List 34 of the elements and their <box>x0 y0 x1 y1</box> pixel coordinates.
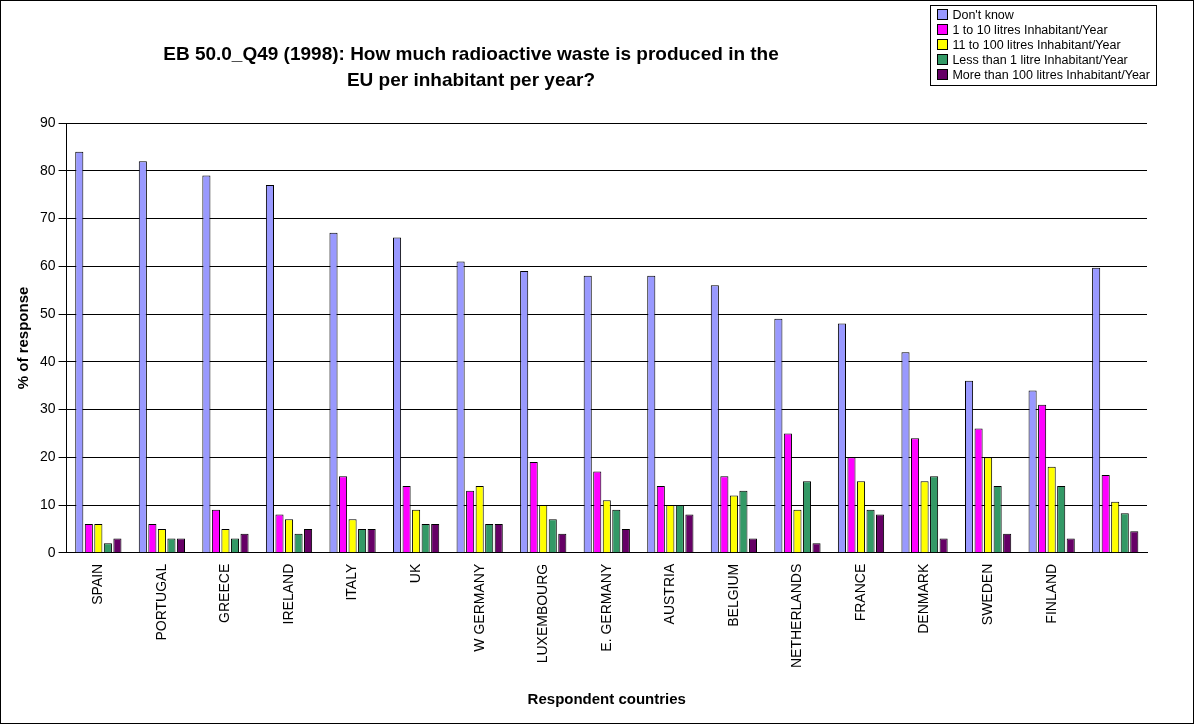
y-tick-label: 50 <box>39 304 56 321</box>
x-tick-label: GREECE <box>216 563 233 623</box>
x-tick-label: NETHERLANDS <box>788 563 805 669</box>
y-tick-label: 80 <box>39 161 56 178</box>
y-tick-label: 10 <box>39 495 56 512</box>
y-tick-label: 30 <box>39 400 56 417</box>
x-tick-label: FINLAND <box>1042 563 1059 624</box>
legend-label: Less than 1 litre Inhabitant/Year <box>951 53 1129 68</box>
y-tick-label: 40 <box>39 352 56 369</box>
legend-label: Don't know <box>951 8 1015 23</box>
x-tick-label: W GERMANY <box>470 563 487 652</box>
x-tick-label: DENMARK <box>915 563 932 634</box>
x-tick-label: IRELAND <box>279 563 296 625</box>
legend-label: 11 to 100 litres Inhabitant/Year <box>951 38 1122 53</box>
x-tick-label: SWEDEN <box>978 563 995 626</box>
x-tick-label: PORTUGAL <box>152 563 169 641</box>
x-tick-label: E. GERMANY <box>597 563 614 652</box>
x-tick-label: LUXEMBOURG <box>534 563 551 664</box>
x-tick-label: BELGIUM <box>724 563 741 627</box>
y-tick-label: 0 <box>47 543 56 560</box>
y-tick-label: 70 <box>39 209 56 226</box>
y-tick-label: 60 <box>39 257 56 274</box>
y-axis-title: % of response <box>14 286 32 390</box>
y-tick-label: 20 <box>39 448 56 465</box>
legend-label: 1 to 10 litres Inhabitant/Year <box>951 23 1109 38</box>
x-axis-title: Respondent countries <box>527 690 686 708</box>
x-tick-label: SPAIN <box>89 563 106 605</box>
x-tick-label: FRANCE <box>851 563 868 622</box>
x-tick-label: AUSTRIA <box>661 563 678 625</box>
y-tick-label: 90 <box>39 113 56 130</box>
x-tick-label: ITALY <box>343 563 360 601</box>
chart-title: EB 50.0_Q49 (1998): How much radioactive waste is produced in the EU per inhabitant per year? <box>162 42 780 92</box>
legend-label: More than 100 litres Inhabitant/Year <box>951 68 1150 83</box>
x-tick-label: UK <box>406 563 423 584</box>
